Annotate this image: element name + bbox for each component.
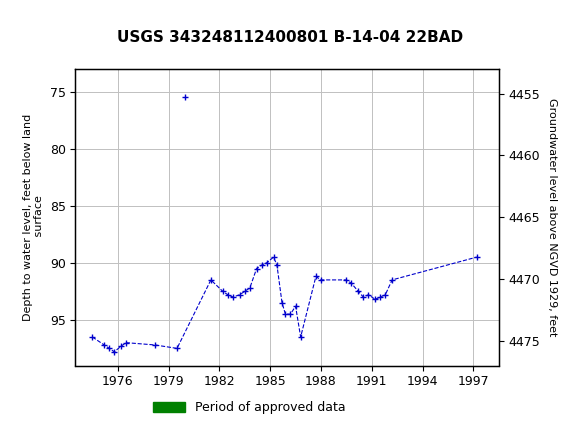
- Bar: [329, 368, 389, 375]
- Bar: [270, 368, 287, 375]
- Bar: [313, 368, 316, 375]
- Text: ≡USGS: ≡USGS: [12, 16, 78, 36]
- Y-axis label: Depth to water level, feet below land
 surface: Depth to water level, feet below land su…: [23, 114, 44, 321]
- Y-axis label: Groundwater level above NGVD 1929, feet: Groundwater level above NGVD 1929, feet: [547, 98, 557, 336]
- Bar: [473, 368, 478, 375]
- Bar: [202, 368, 267, 375]
- Text: USGS 343248112400801 B-14-04 22BAD: USGS 343248112400801 B-14-04 22BAD: [117, 30, 463, 45]
- Bar: [89, 368, 109, 375]
- Legend: Period of approved data: Period of approved data: [148, 396, 350, 419]
- Bar: [148, 368, 151, 375]
- Bar: [172, 368, 177, 375]
